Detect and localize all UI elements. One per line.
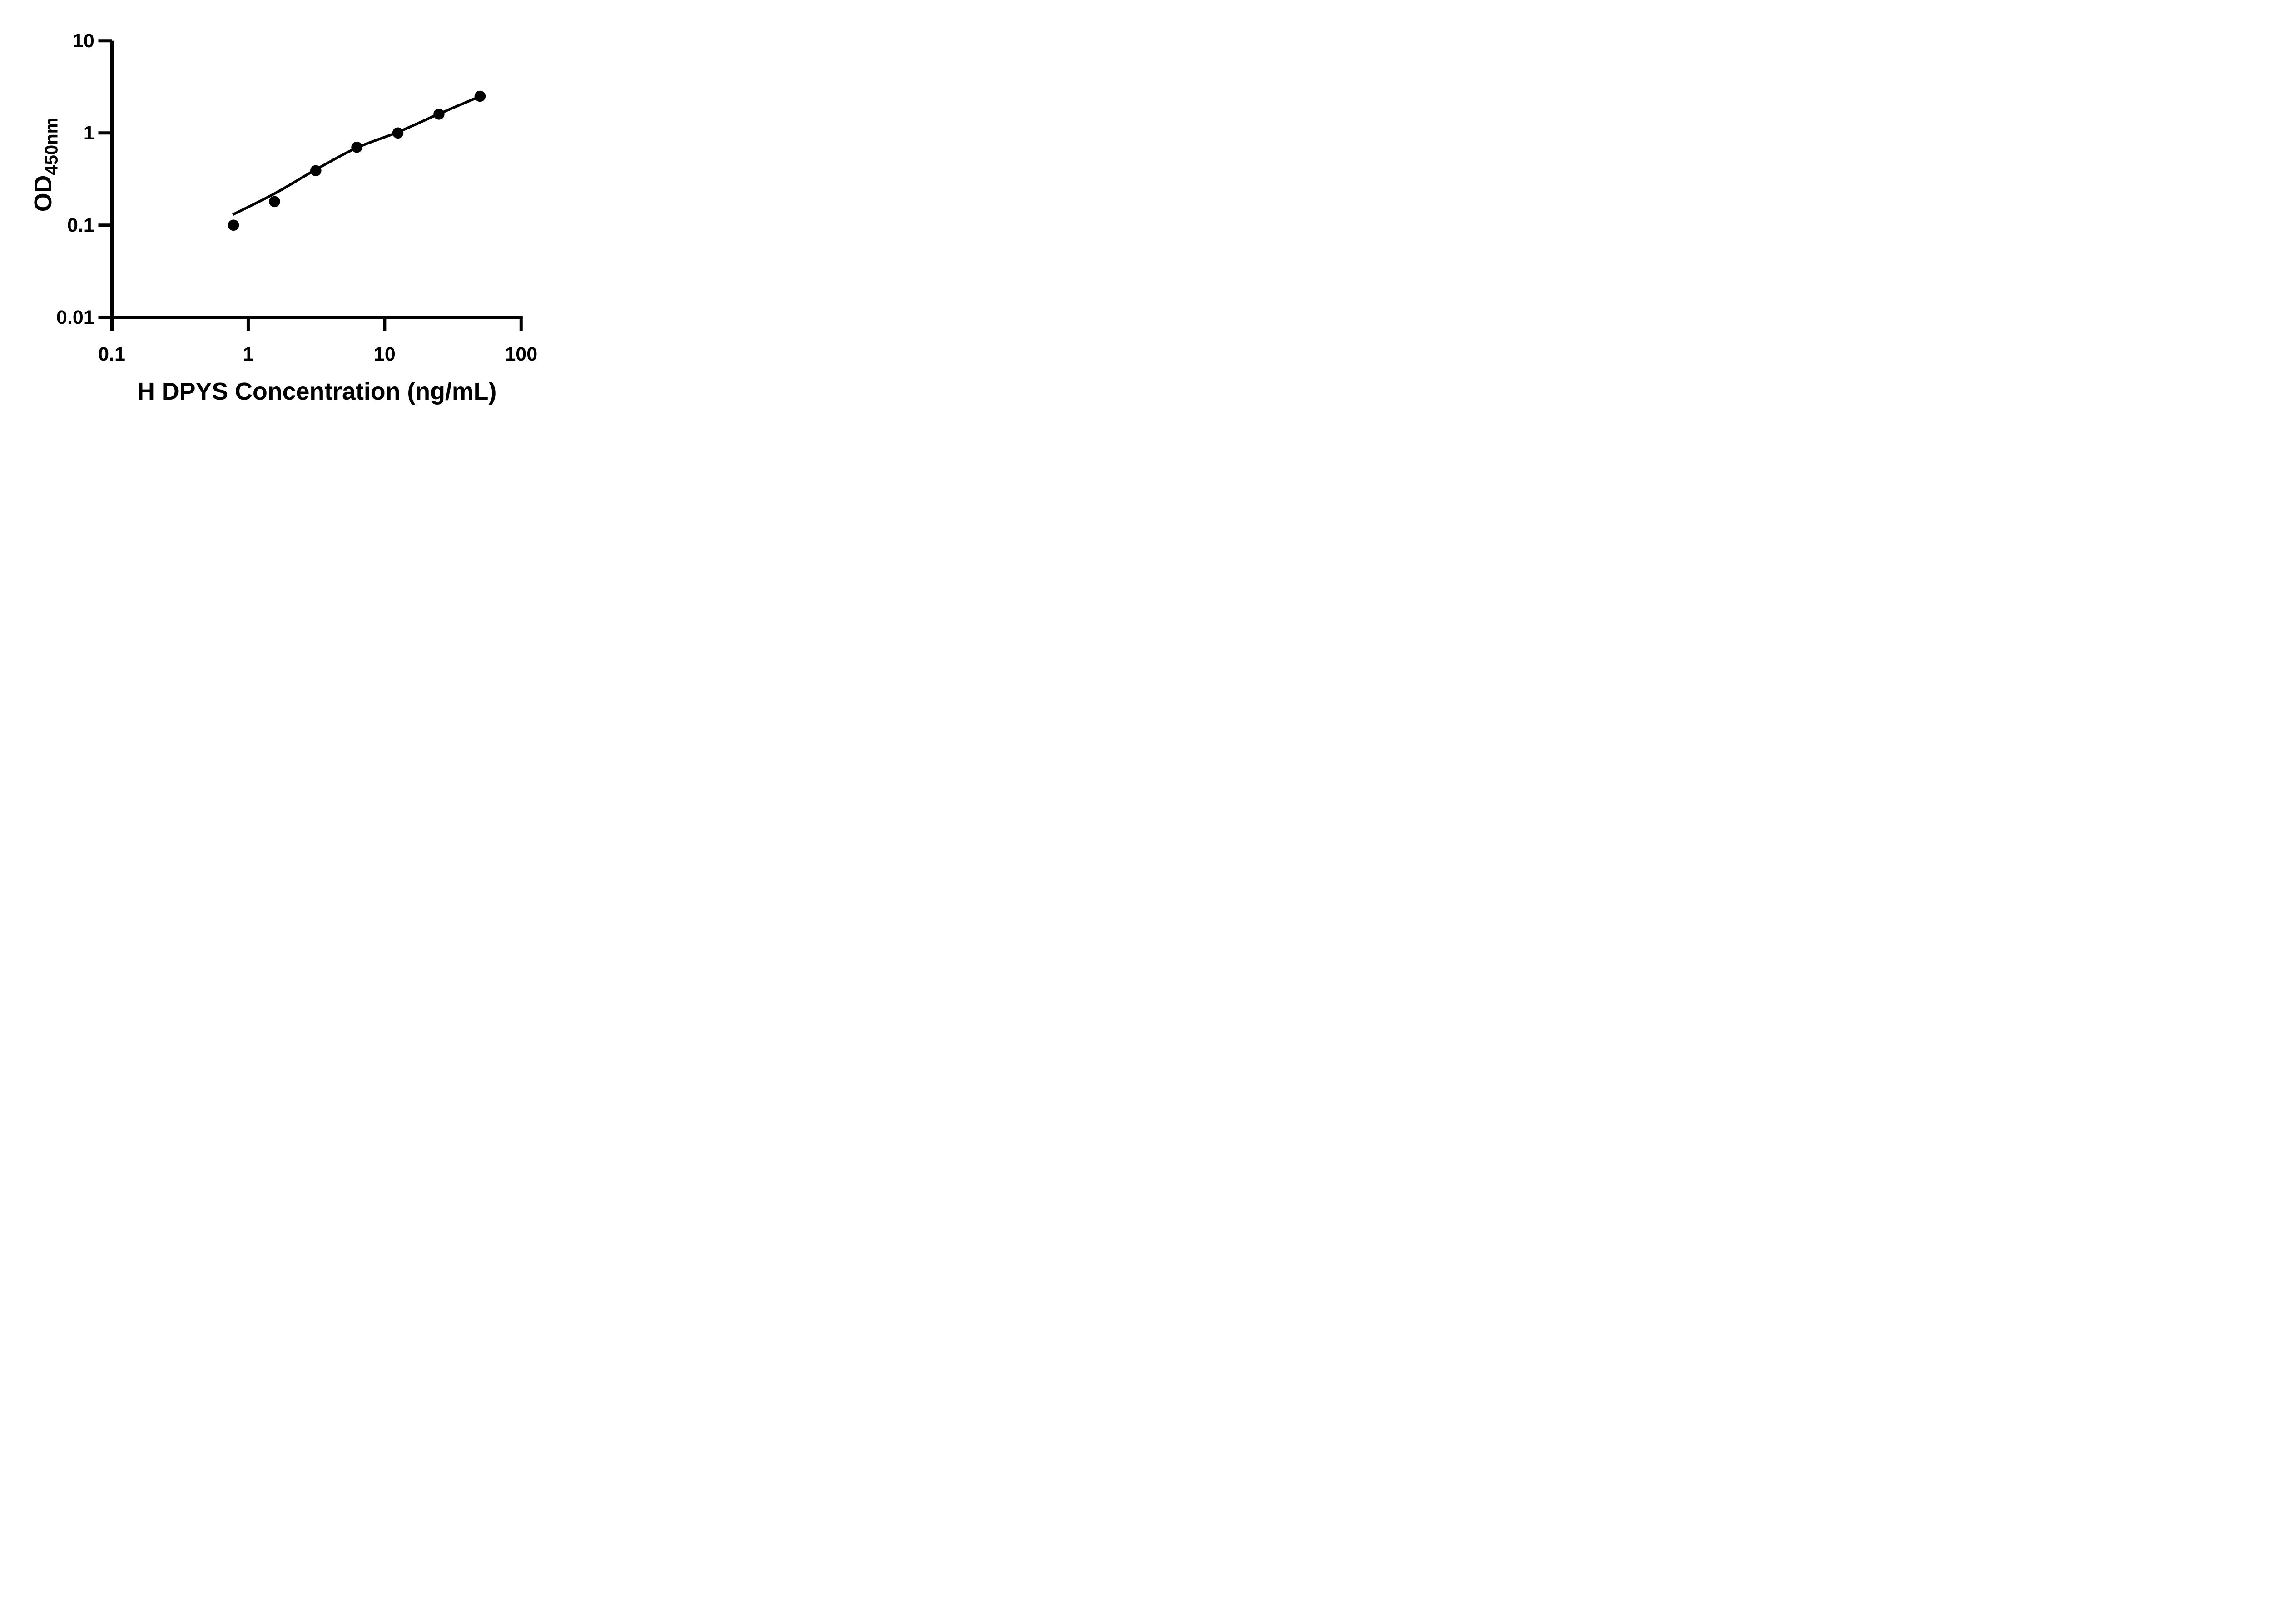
y-axis-title: OD450nm <box>30 118 62 212</box>
figure-canvas: 0.1 1 10 100 10 1 0.1 0.01 H DPYS Concentration … <box>0 0 583 406</box>
y-tick-label: 10 <box>73 30 94 52</box>
x-tick-label: 0.1 <box>98 343 125 365</box>
data-point <box>392 127 404 139</box>
data-point <box>433 109 445 120</box>
y-axis-title-main: OD <box>30 175 57 212</box>
x-tick-label: 1 <box>243 343 253 365</box>
x-tick-label: 100 <box>505 343 537 365</box>
data-point <box>310 165 322 177</box>
x-axis-title: H DPYS Concentration (ng/mL) <box>137 378 496 405</box>
x-tick-label: 10 <box>374 343 396 365</box>
data-point <box>474 90 486 102</box>
y-axis-title-subscript: 450nm <box>42 118 62 175</box>
data-point <box>269 196 280 208</box>
y-tick-label: 0.01 <box>56 307 94 328</box>
y-tick-label: 1 <box>84 122 94 144</box>
data-point <box>351 141 362 153</box>
y-tick-label: 0.1 <box>67 214 94 236</box>
data-point <box>228 219 239 231</box>
